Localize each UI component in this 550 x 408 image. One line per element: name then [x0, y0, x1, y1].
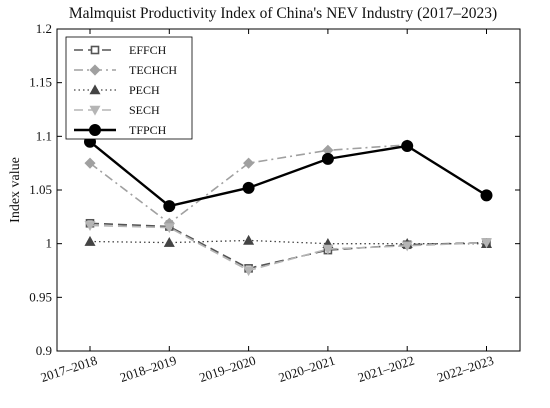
legend-frame [65, 36, 193, 140]
y-axis-ticks: 0.9 0.95 1 1.05 1.1 1.15 1.2 [29, 21, 520, 358]
legend-entry-techch: TECHCH [74, 63, 177, 77]
data-point-pech [84, 235, 96, 246]
legend-label: PECH [129, 83, 160, 97]
data-point-sech [243, 266, 255, 277]
data-point-techch [243, 157, 255, 169]
y-tick-label: 1.1 [36, 128, 52, 143]
legend-label: TECHCH [129, 63, 177, 77]
series-line-sech [89, 224, 487, 272]
chart-title: Malmquist Productivity Index of China's … [69, 5, 497, 22]
data-point-sech [480, 238, 493, 249]
data-point-pech [243, 234, 255, 245]
y-tick-label: 0.9 [36, 343, 52, 358]
y-tick-label: 1.15 [29, 75, 52, 90]
series-layer [84, 135, 493, 277]
legend-label: TFPCH [129, 123, 167, 137]
data-point-sech [84, 221, 96, 232]
data-point-sech [401, 241, 413, 252]
series-line-tfpch [89, 140, 488, 208]
legend-marker [90, 45, 100, 55]
data-point-tfpch [401, 139, 414, 152]
y-tick-label: 0.95 [29, 289, 52, 304]
legend-label: SECH [129, 103, 160, 117]
series-line-pech [89, 239, 487, 245]
legend-marker [89, 64, 101, 76]
legend-label: EFFCH [129, 43, 167, 57]
legend: EFFCH TECHCH PECH SECH TFPCH [65, 36, 193, 140]
data-point-tfpch [321, 152, 334, 165]
data-point-pech [163, 236, 175, 247]
y-tick-label: 1.05 [29, 182, 52, 197]
y-axis-label: Index value [8, 157, 23, 223]
data-point-tfpch [163, 200, 176, 213]
y-tick-label: 1 [46, 236, 53, 251]
legend-entry-effch: EFFCH [74, 43, 167, 57]
legend-marker [89, 105, 101, 116]
legend-entry-tfpch: TFPCH [74, 123, 167, 137]
legend-marker [89, 84, 101, 95]
legend-entry-sech: SECH [74, 103, 160, 117]
series-line-techch [89, 144, 408, 225]
data-point-sech [163, 223, 175, 234]
series-sech [84, 221, 493, 277]
data-point-tfpch [242, 181, 255, 194]
data-point-techch [84, 157, 96, 169]
data-point-tfpch [480, 189, 493, 202]
legend-entry-pech: PECH [74, 83, 160, 97]
data-point-sech [322, 244, 334, 255]
series-line-effch [89, 222, 487, 270]
legend-marker [89, 124, 101, 136]
y-tick-label: 1.2 [36, 21, 52, 36]
